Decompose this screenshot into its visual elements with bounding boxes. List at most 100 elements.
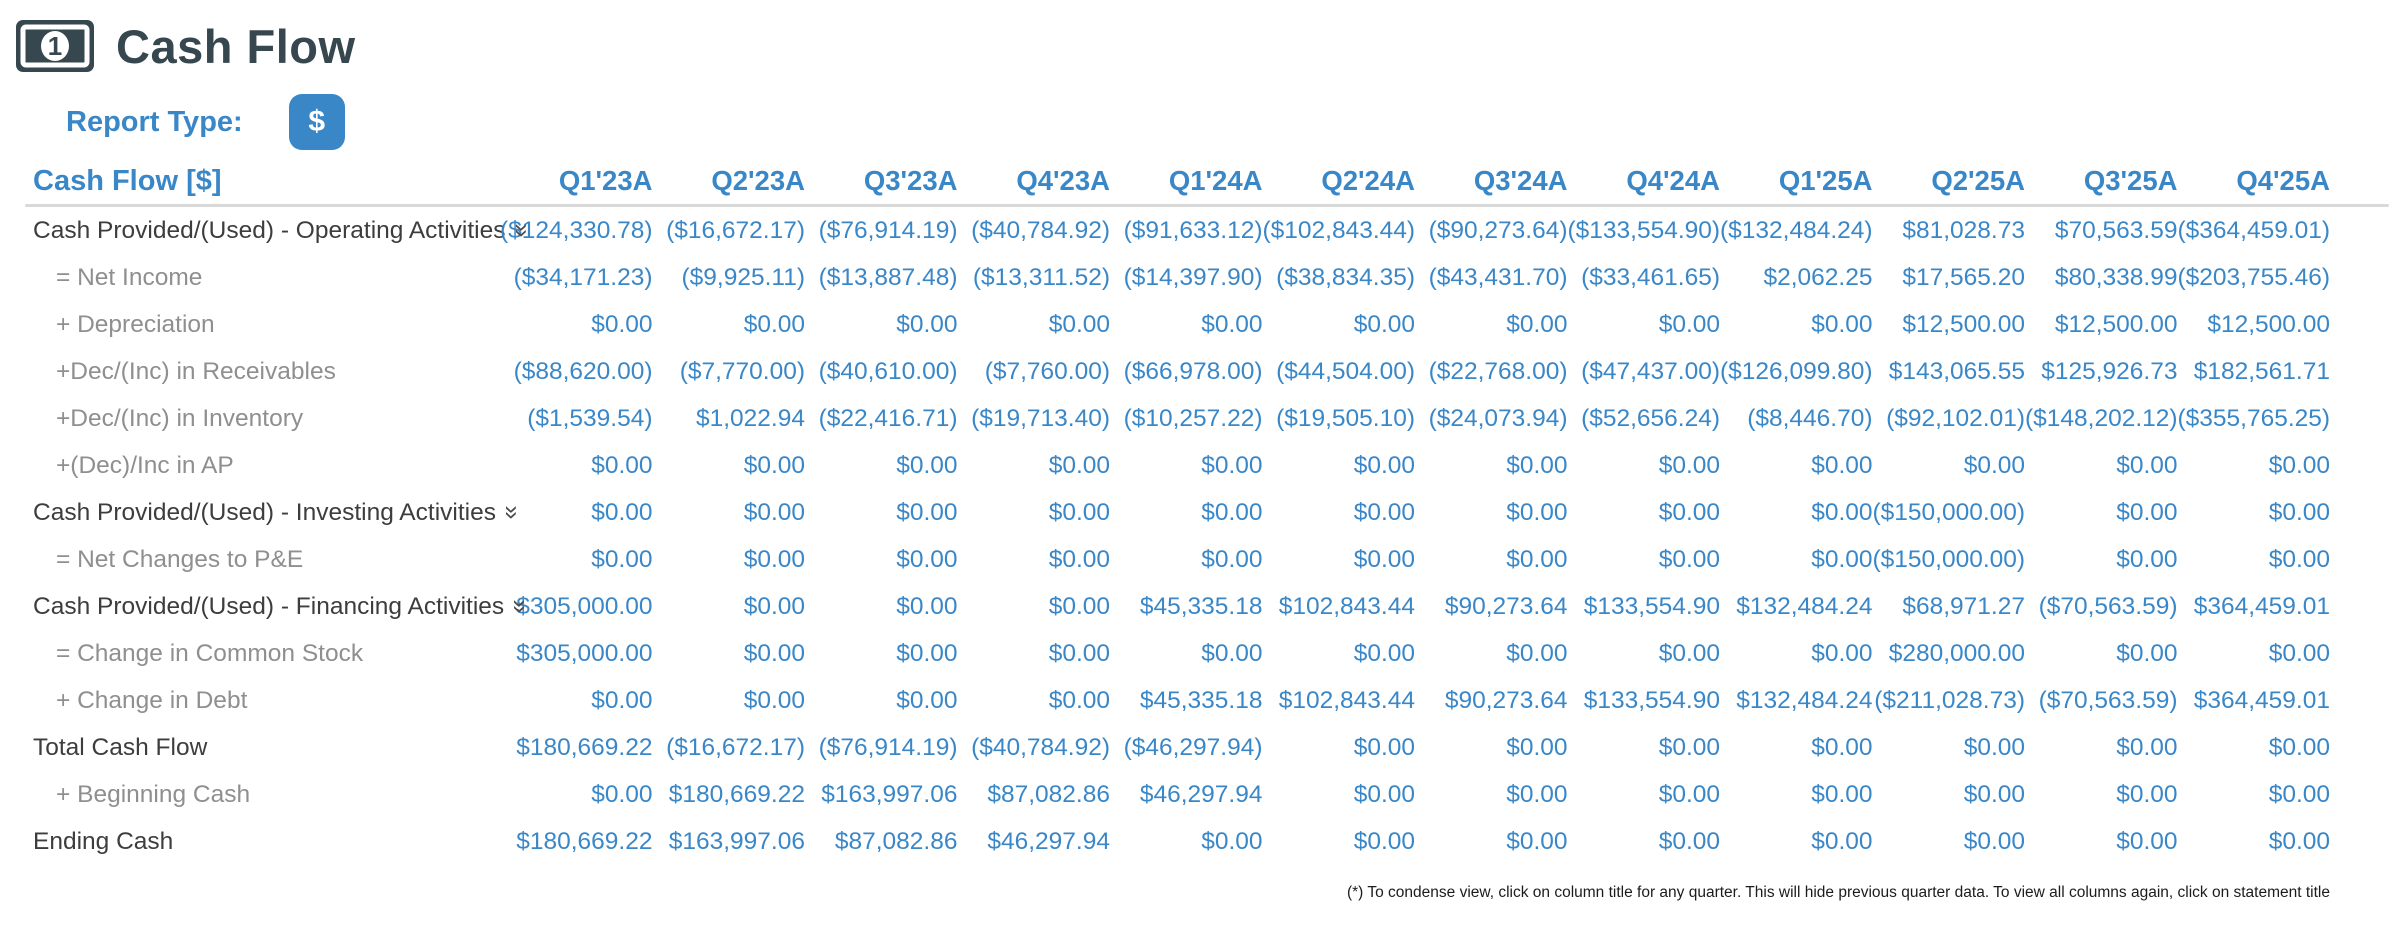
column-header-q125a[interactable]: Q1'25A: [1778, 165, 1873, 196]
column-header-q223a[interactable]: Q2'23A: [711, 165, 805, 196]
column-header-q123a[interactable]: Q1'23A: [558, 165, 653, 196]
value-cell: $132,484.24: [1736, 592, 1873, 620]
value-cell: ($124,330.78): [500, 216, 653, 244]
table-row: + Beginning Cash $0.00 $180,669.22 $163,997…: [33, 771, 2330, 818]
value-cell: $0.00: [2268, 780, 2330, 808]
row-label: = Change in Common Stock: [33, 640, 500, 668]
row-label: = Net Changes to P&E: [33, 546, 500, 574]
column-header-q424a[interactable]: Q4'24A: [1626, 165, 1720, 196]
value-cell: ($10,257.22): [1123, 404, 1263, 432]
value-cell: $0.00: [1811, 780, 1873, 808]
value-cell: $0.00: [1811, 639, 1873, 667]
value-cell: $0.00: [1353, 780, 1415, 808]
collapse-chevron-icon[interactable]: »: [506, 599, 535, 614]
value-cell: $0.00: [2116, 498, 2178, 526]
table-row: +(Dec)/Inc in AP $0.00 $0.00 $0.00 $0.00 $0.0…: [33, 442, 2330, 489]
value-cell: ($76,914.19): [818, 733, 958, 761]
value-cell: ($203,755.46): [2177, 263, 2331, 291]
value-cell: $0.00: [743, 686, 805, 714]
row-label-text: + Beginning Cash: [56, 780, 251, 808]
column-header-q323a[interactable]: Q3'23A: [863, 165, 958, 196]
value-cell: $0.00: [1353, 498, 1415, 526]
table-row: +Dec/(Inc) in Receivables ($88,620.00) ($7…: [33, 348, 2330, 395]
value-cell: $0.00: [1658, 310, 1720, 338]
value-cell: $133,554.90: [1583, 686, 1720, 714]
value-cell: ($14,397.90): [1123, 263, 1263, 291]
value-cell: $133,554.90: [1583, 592, 1720, 620]
value-cell: $0.00: [896, 451, 958, 479]
value-cell: ($34,171.23): [513, 263, 653, 291]
value-cell: ($364,459.01): [2177, 216, 2331, 244]
value-cell: $0.00: [1506, 451, 1568, 479]
row-label-text: Cash Provided/(Used) - Operating Activit…: [33, 216, 506, 244]
column-header-q425a[interactable]: Q4'25A: [2236, 165, 2330, 196]
column-header-q124a[interactable]: Q1'24A: [1168, 165, 1263, 196]
value-cell: $305,000.00: [516, 592, 653, 620]
row-label[interactable]: Cash Provided/(Used) - Investing Activit…: [33, 499, 526, 527]
table-row: + Change in Debt $0.00 $0.00 $0.00 $0.00 $45,…: [33, 677, 2330, 724]
row-label[interactable]: Cash Provided/(Used) - Financing Activit…: [33, 593, 535, 621]
row-label-text: = Change in Common Stock: [56, 639, 364, 667]
value-cell: $0.00: [1048, 310, 1110, 338]
column-header-q224a[interactable]: Q2'24A: [1321, 165, 1415, 196]
value-cell: $0.00: [1811, 545, 1873, 573]
value-cell: ($8,446.70): [1747, 404, 1873, 432]
report-type-dollar-button[interactable]: $: [288, 94, 345, 150]
value-cell: ($88,620.00): [513, 357, 653, 385]
cash-flow-table: Cash Flow [$] Q1'23A Q2'23A Q3'23A Q4'23A Q1…: [33, 158, 2330, 204]
value-cell: ($150,000.00): [1872, 498, 2026, 526]
row-label: + Beginning Cash: [33, 781, 500, 809]
value-cell: ($40,784.92): [971, 216, 1110, 244]
row-label-text: Ending Cash: [33, 827, 174, 855]
collapse-chevron-icon[interactable]: »: [498, 505, 527, 520]
value-cell: $0.00: [2116, 451, 2178, 479]
value-cell: ($126,099.80): [1720, 357, 1873, 385]
value-cell: $0.00: [1048, 498, 1110, 526]
table-row: + Depreciation $0.00 $0.00 $0.00 $0.00 $0.00 $…: [33, 301, 2330, 348]
table-row: = Net Changes to P&E $0.00 $0.00 $0.00 $0.00…: [33, 536, 2330, 583]
value-cell: $2,062.25: [1763, 263, 1873, 291]
table-row: = Change in Common Stock $305,000.00 $0.00…: [33, 630, 2330, 677]
value-cell: ($133,554.90): [1567, 216, 1721, 244]
value-cell: $0.00: [1353, 310, 1415, 338]
value-cell: $180,669.22: [668, 780, 805, 808]
row-label[interactable]: Cash Provided/(Used) - Operating Activit…: [33, 217, 536, 245]
value-cell: $68,971.27: [1902, 592, 2025, 620]
value-cell: $0.00: [2268, 639, 2330, 667]
value-cell: ($355,765.25): [2177, 404, 2331, 432]
row-label: = Net Income: [33, 264, 500, 292]
value-cell: ($16,672.17): [666, 733, 805, 761]
table-row: Cash Provided/(Used) - Operating Activit…: [33, 207, 2330, 254]
value-cell: $0.00: [1658, 451, 1720, 479]
column-header-q423a[interactable]: Q4'23A: [1016, 165, 1110, 196]
statement-title[interactable]: Cash Flow [$]: [33, 164, 222, 197]
collapse-chevron-icon[interactable]: »: [507, 223, 536, 238]
value-cell: $0.00: [1048, 451, 1110, 479]
value-cell: $364,459.01: [2193, 592, 2330, 620]
value-cell: $0.00: [1963, 733, 2025, 761]
value-cell: ($91,633.12): [1123, 216, 1263, 244]
value-cell: ($13,887.48): [818, 263, 958, 291]
value-cell: $0.00: [896, 310, 958, 338]
column-header-q225a[interactable]: Q2'25A: [1931, 165, 2025, 196]
page-title[interactable]: Cash Flow: [116, 19, 356, 73]
row-label-text: +Dec/(Inc) in Inventory: [56, 404, 304, 432]
value-cell: $0.00: [591, 545, 653, 573]
value-cell: $0.00: [1353, 545, 1415, 573]
value-cell: $0.00: [1506, 639, 1568, 667]
column-header-q325a[interactable]: Q3'25A: [2083, 165, 2178, 196]
row-label: +(Dec)/Inc in AP: [33, 452, 500, 480]
value-cell: $0.00: [743, 498, 805, 526]
footer-note: (*) To condense view, click on column ti…: [1346, 884, 2330, 901]
value-cell: ($7,770.00): [679, 357, 805, 385]
value-cell: $45,335.18: [1139, 592, 1263, 620]
value-cell: $90,273.64: [1444, 592, 1568, 620]
row-label-text: + Depreciation: [56, 310, 215, 338]
column-header-q324a[interactable]: Q3'24A: [1473, 165, 1568, 196]
value-cell: ($46,297.94): [1123, 733, 1263, 761]
row-label: + Depreciation: [33, 311, 500, 339]
value-cell: $0.00: [2268, 827, 2330, 855]
table-row: Total Cash Flow $180,669.22 ($16,672.17) ($…: [33, 724, 2330, 771]
value-cell: $163,997.06: [668, 827, 805, 855]
value-cell: ($102,843.44): [1262, 216, 1416, 244]
